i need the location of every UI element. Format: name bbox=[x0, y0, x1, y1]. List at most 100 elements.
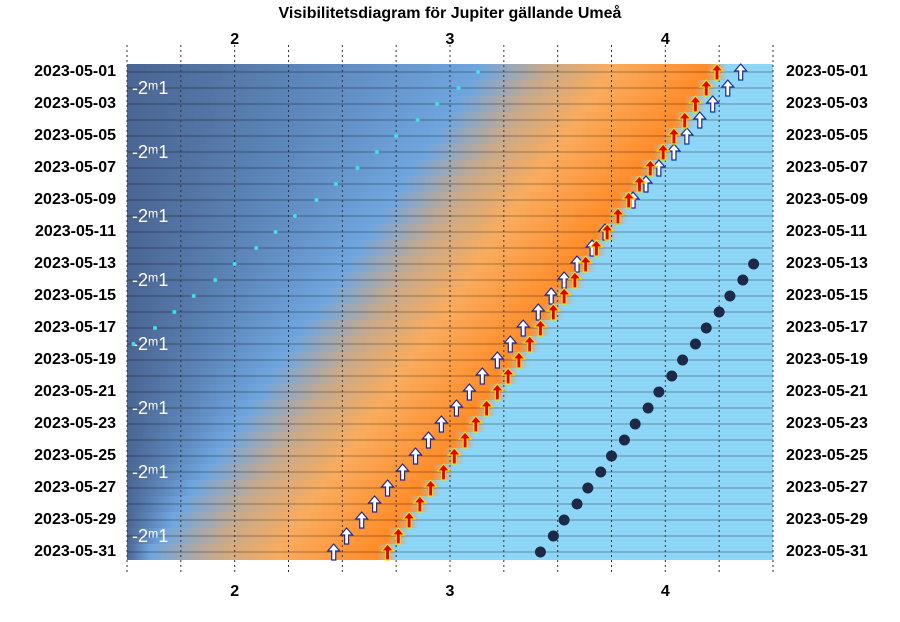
arrow bbox=[530, 303, 546, 321]
point-small bbox=[415, 118, 420, 122]
arrow bbox=[447, 447, 462, 465]
arrow bbox=[462, 383, 477, 401]
arrow bbox=[692, 111, 708, 129]
x-tick-label-top: 2 bbox=[230, 31, 239, 48]
magnitude-label: -2ᵐ1 bbox=[132, 78, 168, 98]
arrow bbox=[457, 431, 473, 449]
point-small bbox=[435, 102, 440, 106]
point-small bbox=[232, 262, 237, 266]
arrow bbox=[688, 95, 703, 113]
y-label-right: 2023-05-15 bbox=[786, 287, 868, 304]
arrow bbox=[515, 319, 531, 337]
arrow bbox=[326, 543, 342, 561]
y-label-right: 2023-05-05 bbox=[786, 127, 868, 144]
y-label-right: 2023-05-29 bbox=[786, 511, 868, 528]
point-small bbox=[475, 70, 480, 74]
point bbox=[595, 466, 607, 478]
chart-title: Visibilitetsdiagram för Jupiter gällande… bbox=[279, 4, 622, 22]
arrow bbox=[677, 111, 693, 129]
arrow bbox=[421, 431, 436, 449]
point bbox=[558, 514, 570, 526]
y-label-left: 2023-05-01 bbox=[34, 63, 116, 80]
arrow bbox=[468, 415, 484, 433]
point bbox=[618, 434, 630, 446]
arrow bbox=[500, 367, 516, 385]
point bbox=[748, 258, 760, 270]
arrow bbox=[655, 143, 671, 161]
arrow bbox=[490, 351, 505, 369]
arrow bbox=[666, 127, 682, 145]
arrow bbox=[401, 511, 417, 529]
y-label-left: 2023-05-27 bbox=[34, 479, 116, 496]
arrow bbox=[642, 159, 658, 177]
y-label-left: 2023-05-15 bbox=[34, 287, 116, 304]
arrow bbox=[522, 335, 537, 353]
arrow bbox=[578, 255, 593, 273]
arrow bbox=[423, 479, 438, 497]
arrow bbox=[599, 223, 615, 241]
magnitude-label: -2ᵐ1 bbox=[132, 462, 168, 482]
y-label-right: 2023-05-25 bbox=[786, 447, 868, 464]
y-label-left: 2023-05-23 bbox=[34, 415, 116, 432]
y-label-right: 2023-05-03 bbox=[786, 95, 868, 112]
y-label-left: 2023-05-13 bbox=[34, 255, 116, 272]
y-label-right: 2023-05-09 bbox=[786, 191, 868, 208]
arrow bbox=[408, 447, 423, 465]
arrow bbox=[380, 479, 395, 497]
point bbox=[582, 482, 594, 494]
point-small bbox=[333, 182, 338, 186]
point-small bbox=[292, 214, 297, 218]
point bbox=[677, 354, 689, 366]
arrow bbox=[543, 287, 559, 305]
arrow bbox=[395, 463, 410, 481]
arrow bbox=[391, 527, 406, 545]
y-label-left: 2023-05-05 bbox=[34, 127, 116, 144]
point bbox=[700, 322, 712, 334]
arrow bbox=[567, 271, 583, 289]
point bbox=[737, 274, 749, 286]
y-label-right: 2023-05-01 bbox=[786, 63, 868, 80]
y-label-right: 2023-05-17 bbox=[786, 319, 868, 336]
y-label-right: 2023-05-31 bbox=[786, 543, 868, 560]
y-label-right: 2023-05-27 bbox=[786, 479, 868, 496]
point bbox=[642, 402, 654, 414]
arrow bbox=[490, 383, 505, 401]
point bbox=[571, 498, 583, 510]
point bbox=[547, 530, 559, 542]
arrow bbox=[474, 367, 490, 385]
arrow bbox=[367, 495, 382, 513]
y-label-left: 2023-05-09 bbox=[34, 191, 116, 208]
magnitude-label: -2ᵐ1 bbox=[132, 398, 168, 418]
y-label-left: 2023-05-29 bbox=[34, 511, 116, 528]
x-tick-label-bottom: 2 bbox=[230, 583, 239, 600]
arrow bbox=[380, 543, 395, 561]
magnitude-label: -2ᵐ1 bbox=[132, 334, 168, 354]
magnitude-label: -2ᵐ1 bbox=[132, 206, 168, 226]
point bbox=[534, 546, 546, 558]
y-label-left: 2023-05-03 bbox=[34, 95, 116, 112]
arrow bbox=[621, 191, 637, 209]
point-small bbox=[152, 326, 157, 330]
arrow bbox=[709, 63, 725, 81]
arrow bbox=[511, 351, 527, 369]
y-label-left: 2023-05-25 bbox=[34, 447, 116, 464]
x-tick-label-top: 4 bbox=[661, 31, 670, 48]
y-label-left: 2023-05-31 bbox=[34, 543, 116, 560]
magnitude-label: -2ᵐ1 bbox=[132, 526, 168, 546]
y-label-right: 2023-05-23 bbox=[786, 415, 868, 432]
point-small bbox=[355, 166, 360, 170]
point-small bbox=[213, 278, 218, 282]
y-label-right: 2023-05-13 bbox=[786, 255, 868, 272]
arrow bbox=[449, 399, 464, 417]
point-small bbox=[172, 310, 177, 314]
point-small bbox=[131, 342, 136, 346]
arrow bbox=[533, 319, 548, 337]
y-label-right: 2023-05-07 bbox=[786, 159, 868, 176]
arrow bbox=[412, 495, 428, 513]
x-tick-label-bottom: 3 bbox=[446, 583, 455, 600]
point bbox=[629, 418, 641, 430]
arrow bbox=[679, 127, 695, 145]
arrow bbox=[698, 79, 714, 97]
point bbox=[713, 306, 725, 318]
